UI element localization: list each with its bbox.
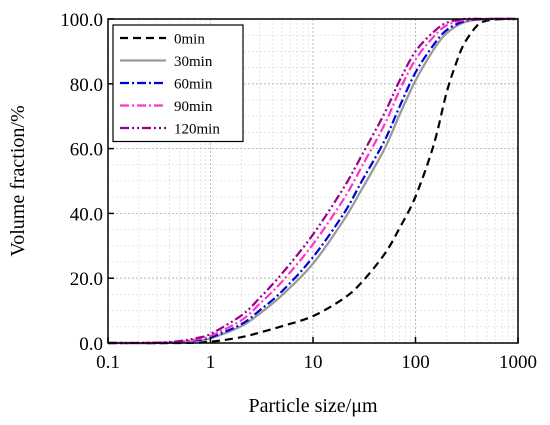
- legend-label-120min: 120min: [174, 122, 220, 138]
- y-tick-label: 40.0: [70, 204, 103, 225]
- y-tick-label: 0.0: [79, 334, 103, 355]
- x-tick-label: 10: [304, 352, 323, 373]
- y-tick-label: 60.0: [70, 140, 103, 161]
- series-layer: [107, 17, 519, 345]
- series-line-0min: [107, 17, 519, 345]
- series-line-120min: [107, 17, 518, 345]
- y-tick-label: 100.0: [60, 10, 103, 31]
- legend-label-90min: 90min: [174, 99, 213, 115]
- x-tick-label: 0.1: [96, 352, 120, 373]
- series-line-90min: [107, 17, 519, 345]
- x-tick-label: 100: [401, 352, 430, 373]
- y-tick-label: 20.0: [70, 269, 103, 290]
- y-tick-label: 80.0: [70, 75, 103, 96]
- y-axis-label: Volume fraction/%: [7, 105, 29, 256]
- legend-label-0min: 0min: [174, 32, 205, 48]
- legend: 0min 30min 60min 90min 120min: [112, 24, 244, 143]
- x-axis-label: Particle size/μm: [248, 395, 377, 417]
- x-tick-label: 1: [206, 352, 216, 373]
- legend-label-30min: 30min: [174, 54, 213, 70]
- ticks: 0.1 1 10 100 1000 0.0 20.0 40.0 60.0 80.0 100.0: [60, 10, 537, 373]
- legend-label-60min: 60min: [174, 77, 213, 93]
- x-tick-label: 1000: [499, 352, 537, 373]
- legend-box: [112, 24, 244, 143]
